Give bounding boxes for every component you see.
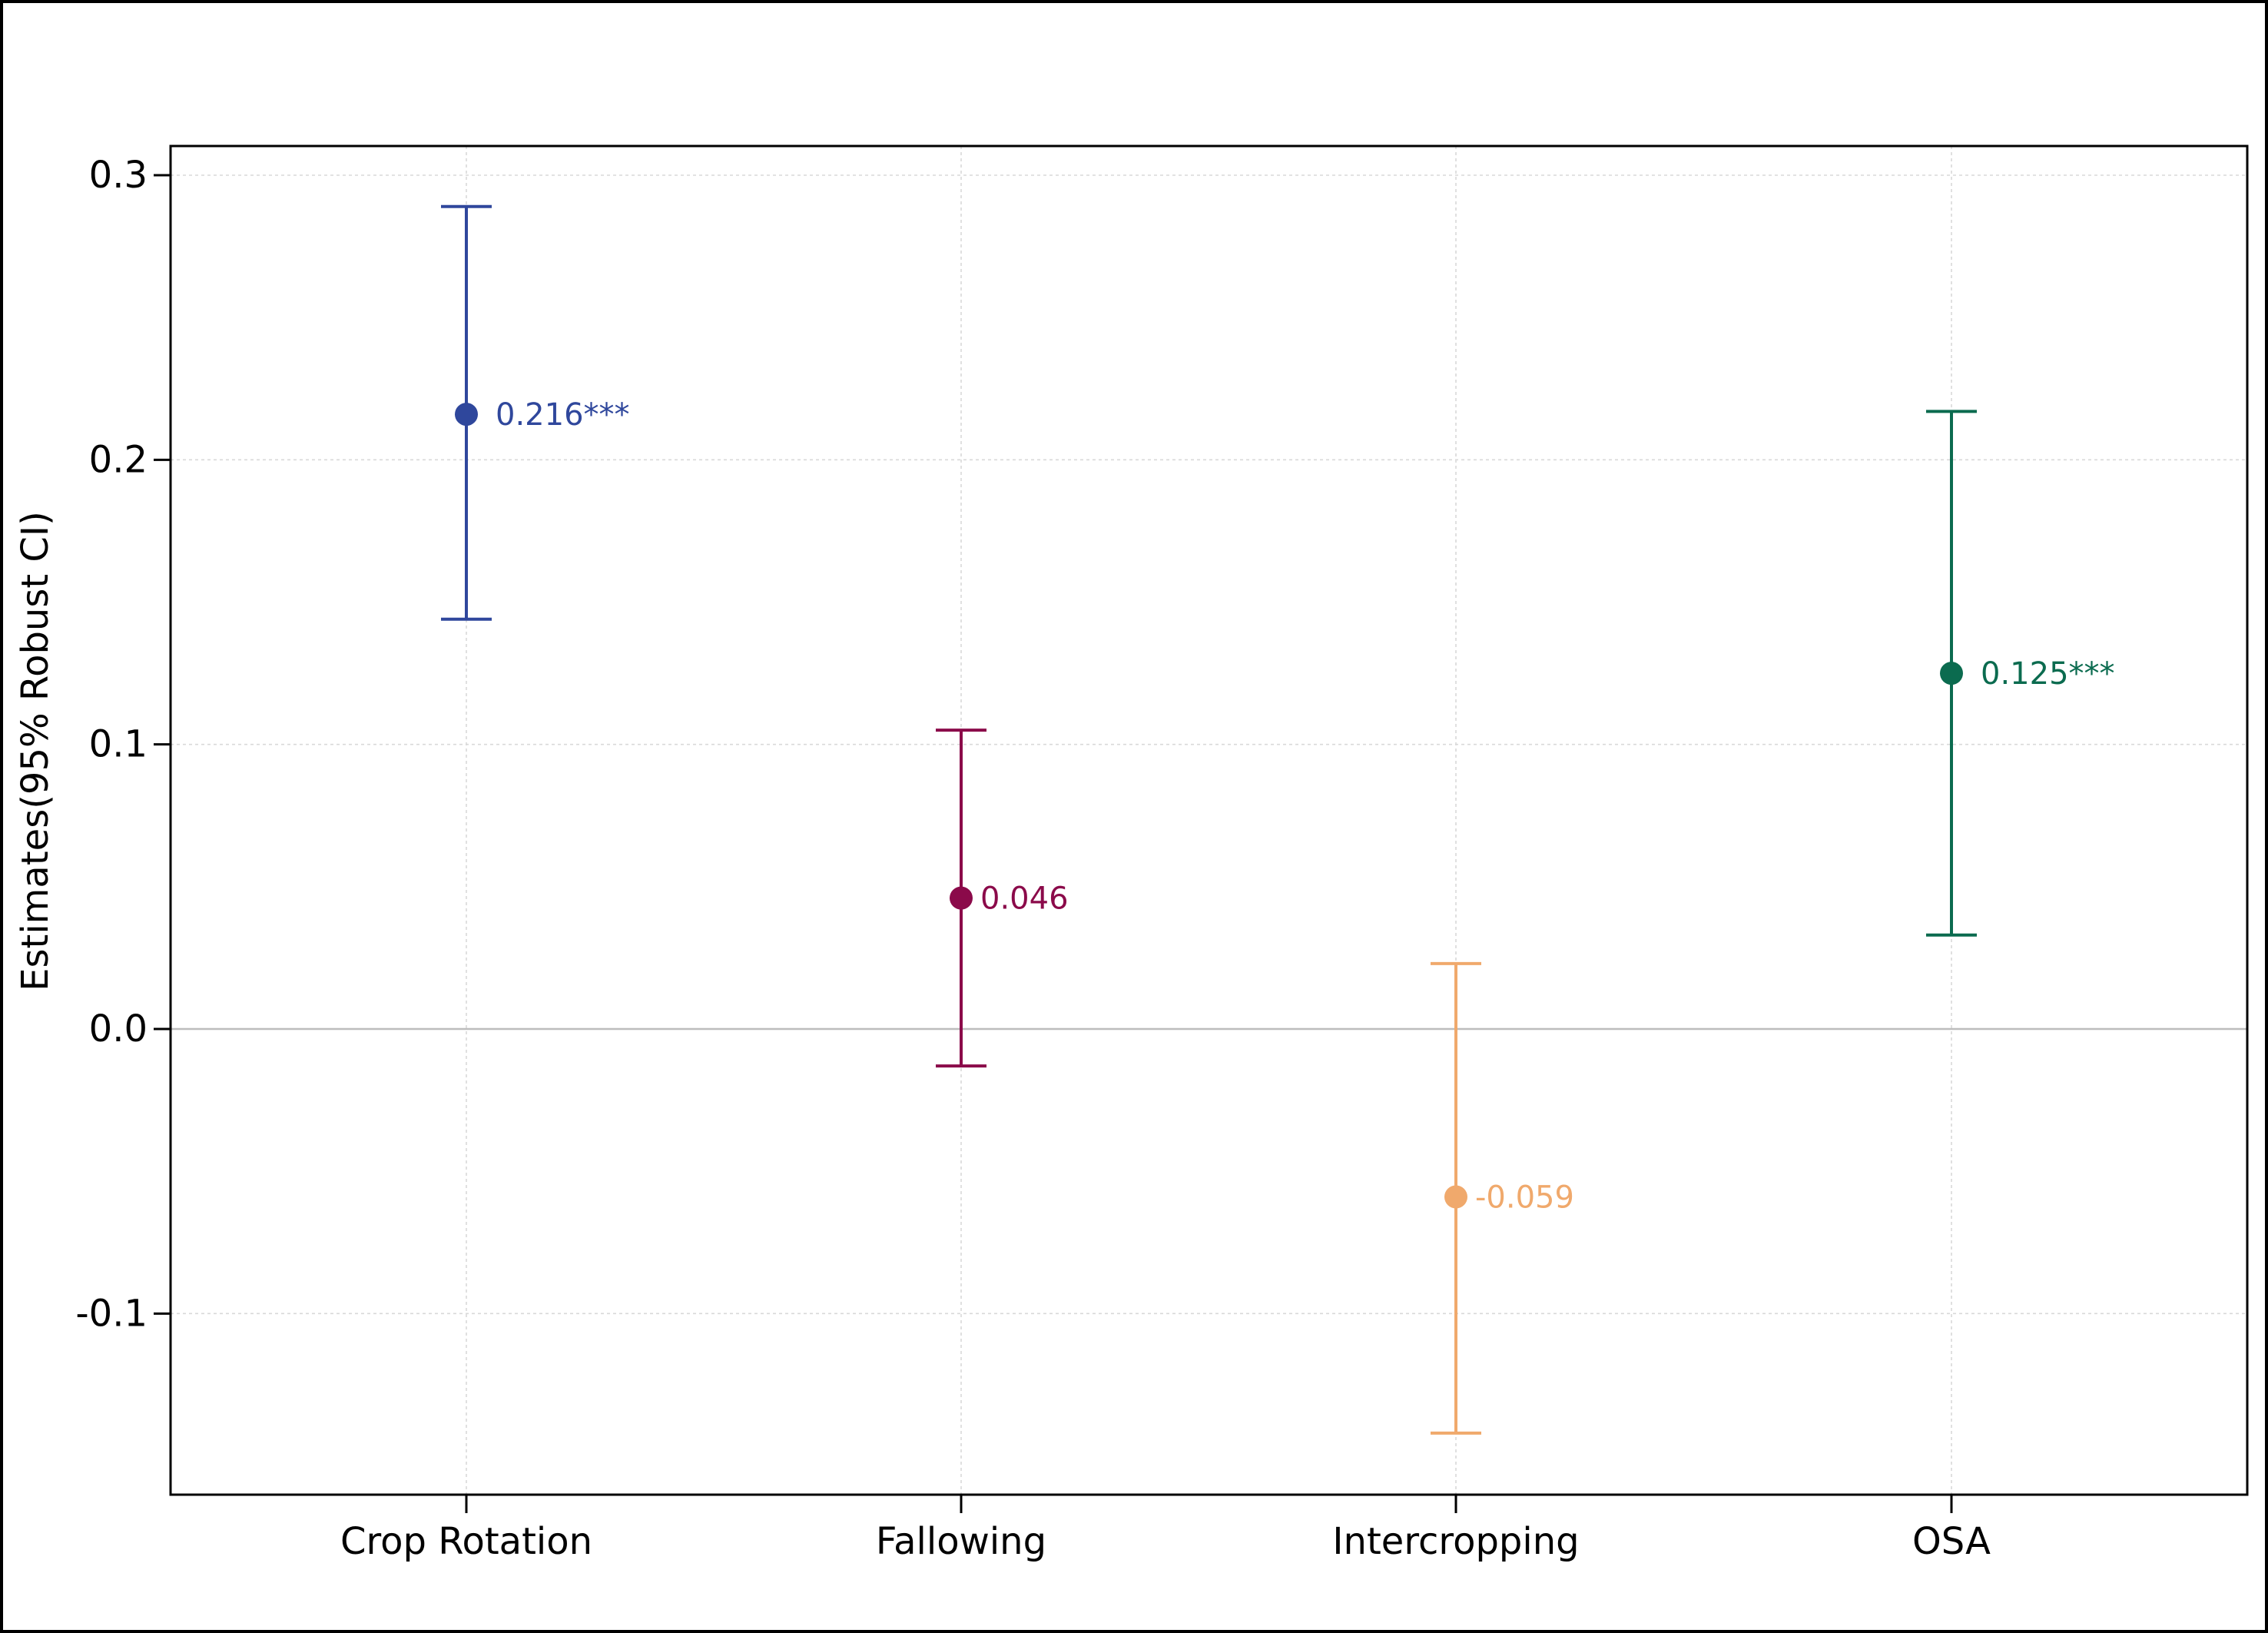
- estimate-group: 0.046: [936, 729, 1069, 1068]
- estimate-point: [455, 403, 478, 427]
- y-tick-label: -0.1: [75, 1292, 148, 1335]
- estimate-label: 0.125***: [1981, 656, 2115, 692]
- estimate-label: -0.059: [1475, 1180, 1574, 1215]
- x-tick-label: Crop Rotation: [340, 1520, 592, 1563]
- y-axis: -0.1 0.0 0.1 0.2 0.3: [75, 154, 171, 1335]
- estimate-group: 0.125***: [1926, 410, 2115, 937]
- x-tick-label: OSA: [1912, 1520, 1991, 1563]
- y-tick-label: 0.2: [89, 438, 148, 481]
- estimate-group: 0.216***: [441, 204, 630, 621]
- y-axis-title: Estimates(95% Robust CI): [14, 511, 57, 991]
- x-tick-label: Intercropping: [1332, 1520, 1579, 1563]
- plot-area-frame: [169, 144, 2249, 1496]
- estimate-point: [1940, 662, 1963, 685]
- y-tick-label: 0.1: [89, 723, 148, 766]
- estimate-point: [950, 886, 973, 910]
- x-axis: Crop Rotation Fallowing Intercropping OSA: [340, 1495, 1991, 1563]
- y-tick-label: 0.3: [89, 154, 148, 197]
- y-tick-label: 0.0: [89, 1007, 148, 1050]
- estimate-group: -0.059: [1431, 961, 1574, 1435]
- estimate-label: 0.046: [980, 881, 1069, 917]
- estimate-label: 0.216***: [496, 397, 630, 433]
- estimates-layer: 0.216*** 0.046 -0.059 0.125***: [441, 204, 2115, 1435]
- estimate-point: [1444, 1185, 1467, 1209]
- grid: [171, 146, 2247, 1495]
- x-tick-label: Fallowing: [876, 1520, 1046, 1563]
